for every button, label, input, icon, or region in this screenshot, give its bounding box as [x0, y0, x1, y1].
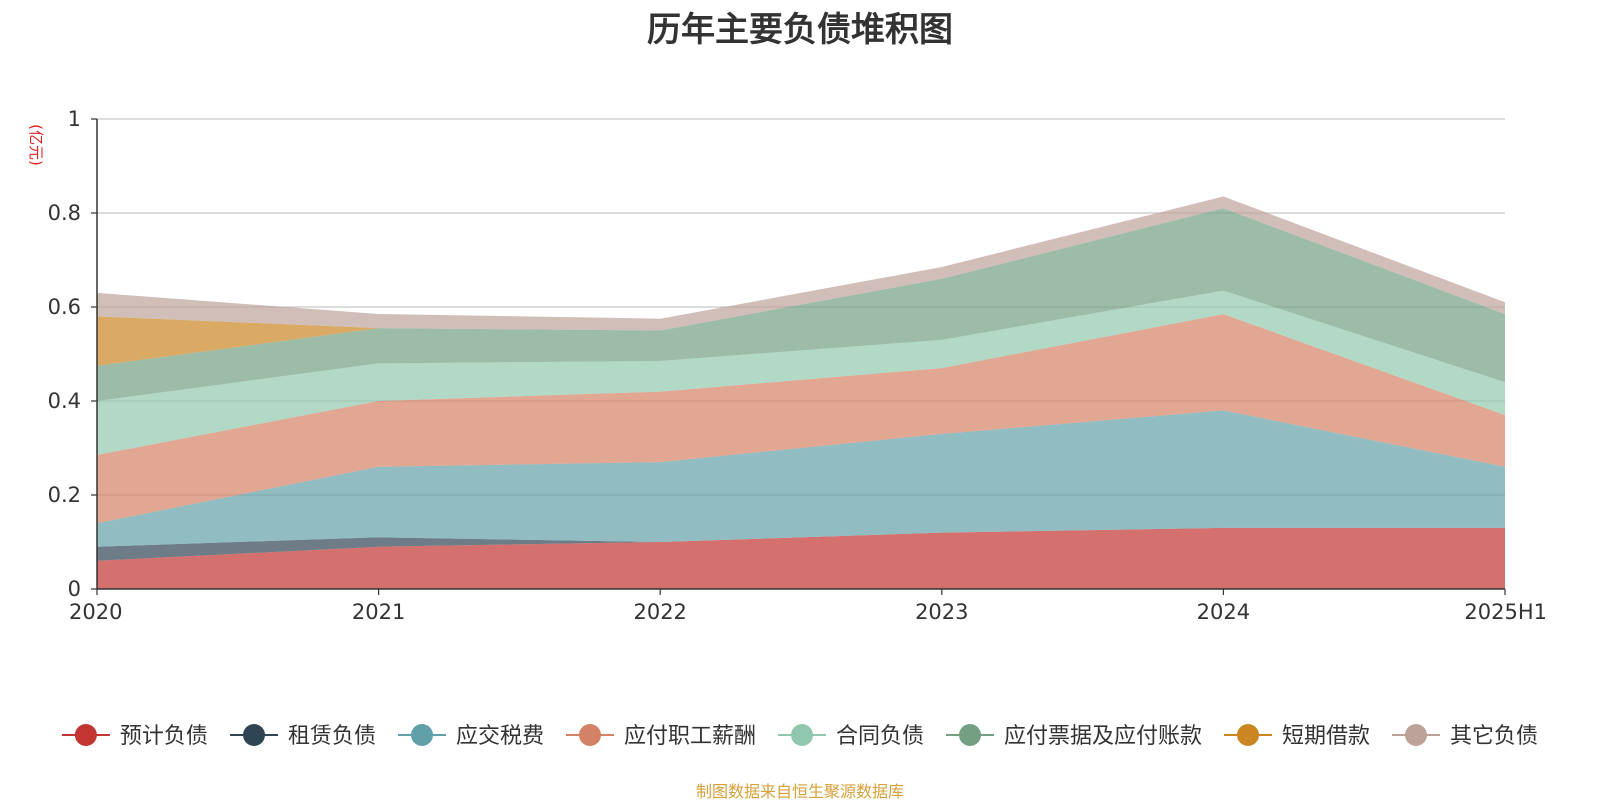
legend-item-2[interactable]: 应交税费: [398, 724, 544, 749]
legend-item-4[interactable]: 合同负债: [778, 724, 924, 749]
y-tick-label: 0.4: [48, 389, 81, 413]
legend-label: 应付职工薪酬: [624, 724, 756, 749]
legend-label: 租赁负债: [288, 724, 376, 749]
legend-circle-icon: [1405, 724, 1427, 746]
x-tick-label: 2021: [352, 600, 405, 624]
legend-label: 应交税费: [456, 724, 544, 749]
axes: 0 0.2 0.4 0.6 0.8 1 2020 2021 2022 2023 2024 2025H1: [48, 107, 1547, 624]
y-tick-label: 0.6: [48, 295, 81, 319]
legend-circle-icon: [791, 724, 813, 746]
chart-title: 历年主要负债堆积图: [647, 10, 953, 50]
x-tick-label: 2024: [1197, 600, 1250, 624]
legend-circle-icon: [1237, 724, 1259, 746]
area-series-3: [97, 314, 1505, 524]
legend-label: 其它负债: [1450, 724, 1538, 749]
legend-item-0[interactable]: 预计负债: [61, 724, 208, 749]
area-series-2: [97, 410, 1505, 547]
x-tick-label: 2020: [69, 600, 122, 624]
area-series-7: [97, 196, 1505, 331]
legend-circle-icon: [243, 724, 265, 746]
legend-item-1[interactable]: 租赁负债: [230, 724, 376, 749]
area-series-0: [97, 527, 1505, 589]
legend-label: 短期借款: [1282, 724, 1370, 749]
area-series: [97, 196, 1505, 589]
legend-label: 合同负债: [836, 724, 924, 749]
legend-label: 应付票据及应付账款: [1004, 724, 1202, 749]
y-tick-label: 0.2: [48, 483, 81, 507]
legend-item-6[interactable]: 短期借款: [1224, 724, 1370, 749]
area-series-4: [97, 290, 1505, 455]
legend-item-7[interactable]: 其它负债: [1392, 724, 1538, 749]
x-tick-label: 2023: [915, 600, 968, 624]
x-tick-label: 2022: [633, 600, 686, 624]
legend-circle-icon: [74, 724, 97, 746]
y-axis-unit-label: (亿元): [27, 124, 45, 166]
legend: 预计负债 租赁负债 应交税费 应付职工薪酬 合同负债 应付票据及应付账款 短期借款 其它负债: [61, 724, 1538, 749]
y-tick-label: 0.8: [48, 201, 81, 225]
y-tick-label: 1: [68, 107, 81, 131]
x-tick-label: 2025H1: [1464, 600, 1547, 624]
legend-item-5[interactable]: 应付票据及应付账款: [946, 724, 1202, 749]
legend-label: 预计负债: [120, 724, 208, 749]
legend-item-3[interactable]: 应付职工薪酬: [566, 724, 756, 749]
legend-circle-icon: [579, 724, 601, 746]
y-tick-label: 0: [68, 577, 81, 601]
legend-circle-icon: [959, 724, 981, 746]
legend-circle-icon: [411, 724, 433, 746]
area-series-1: [97, 527, 1505, 561]
data-source-note: 制图数据来自恒生聚源数据库: [695, 782, 904, 801]
